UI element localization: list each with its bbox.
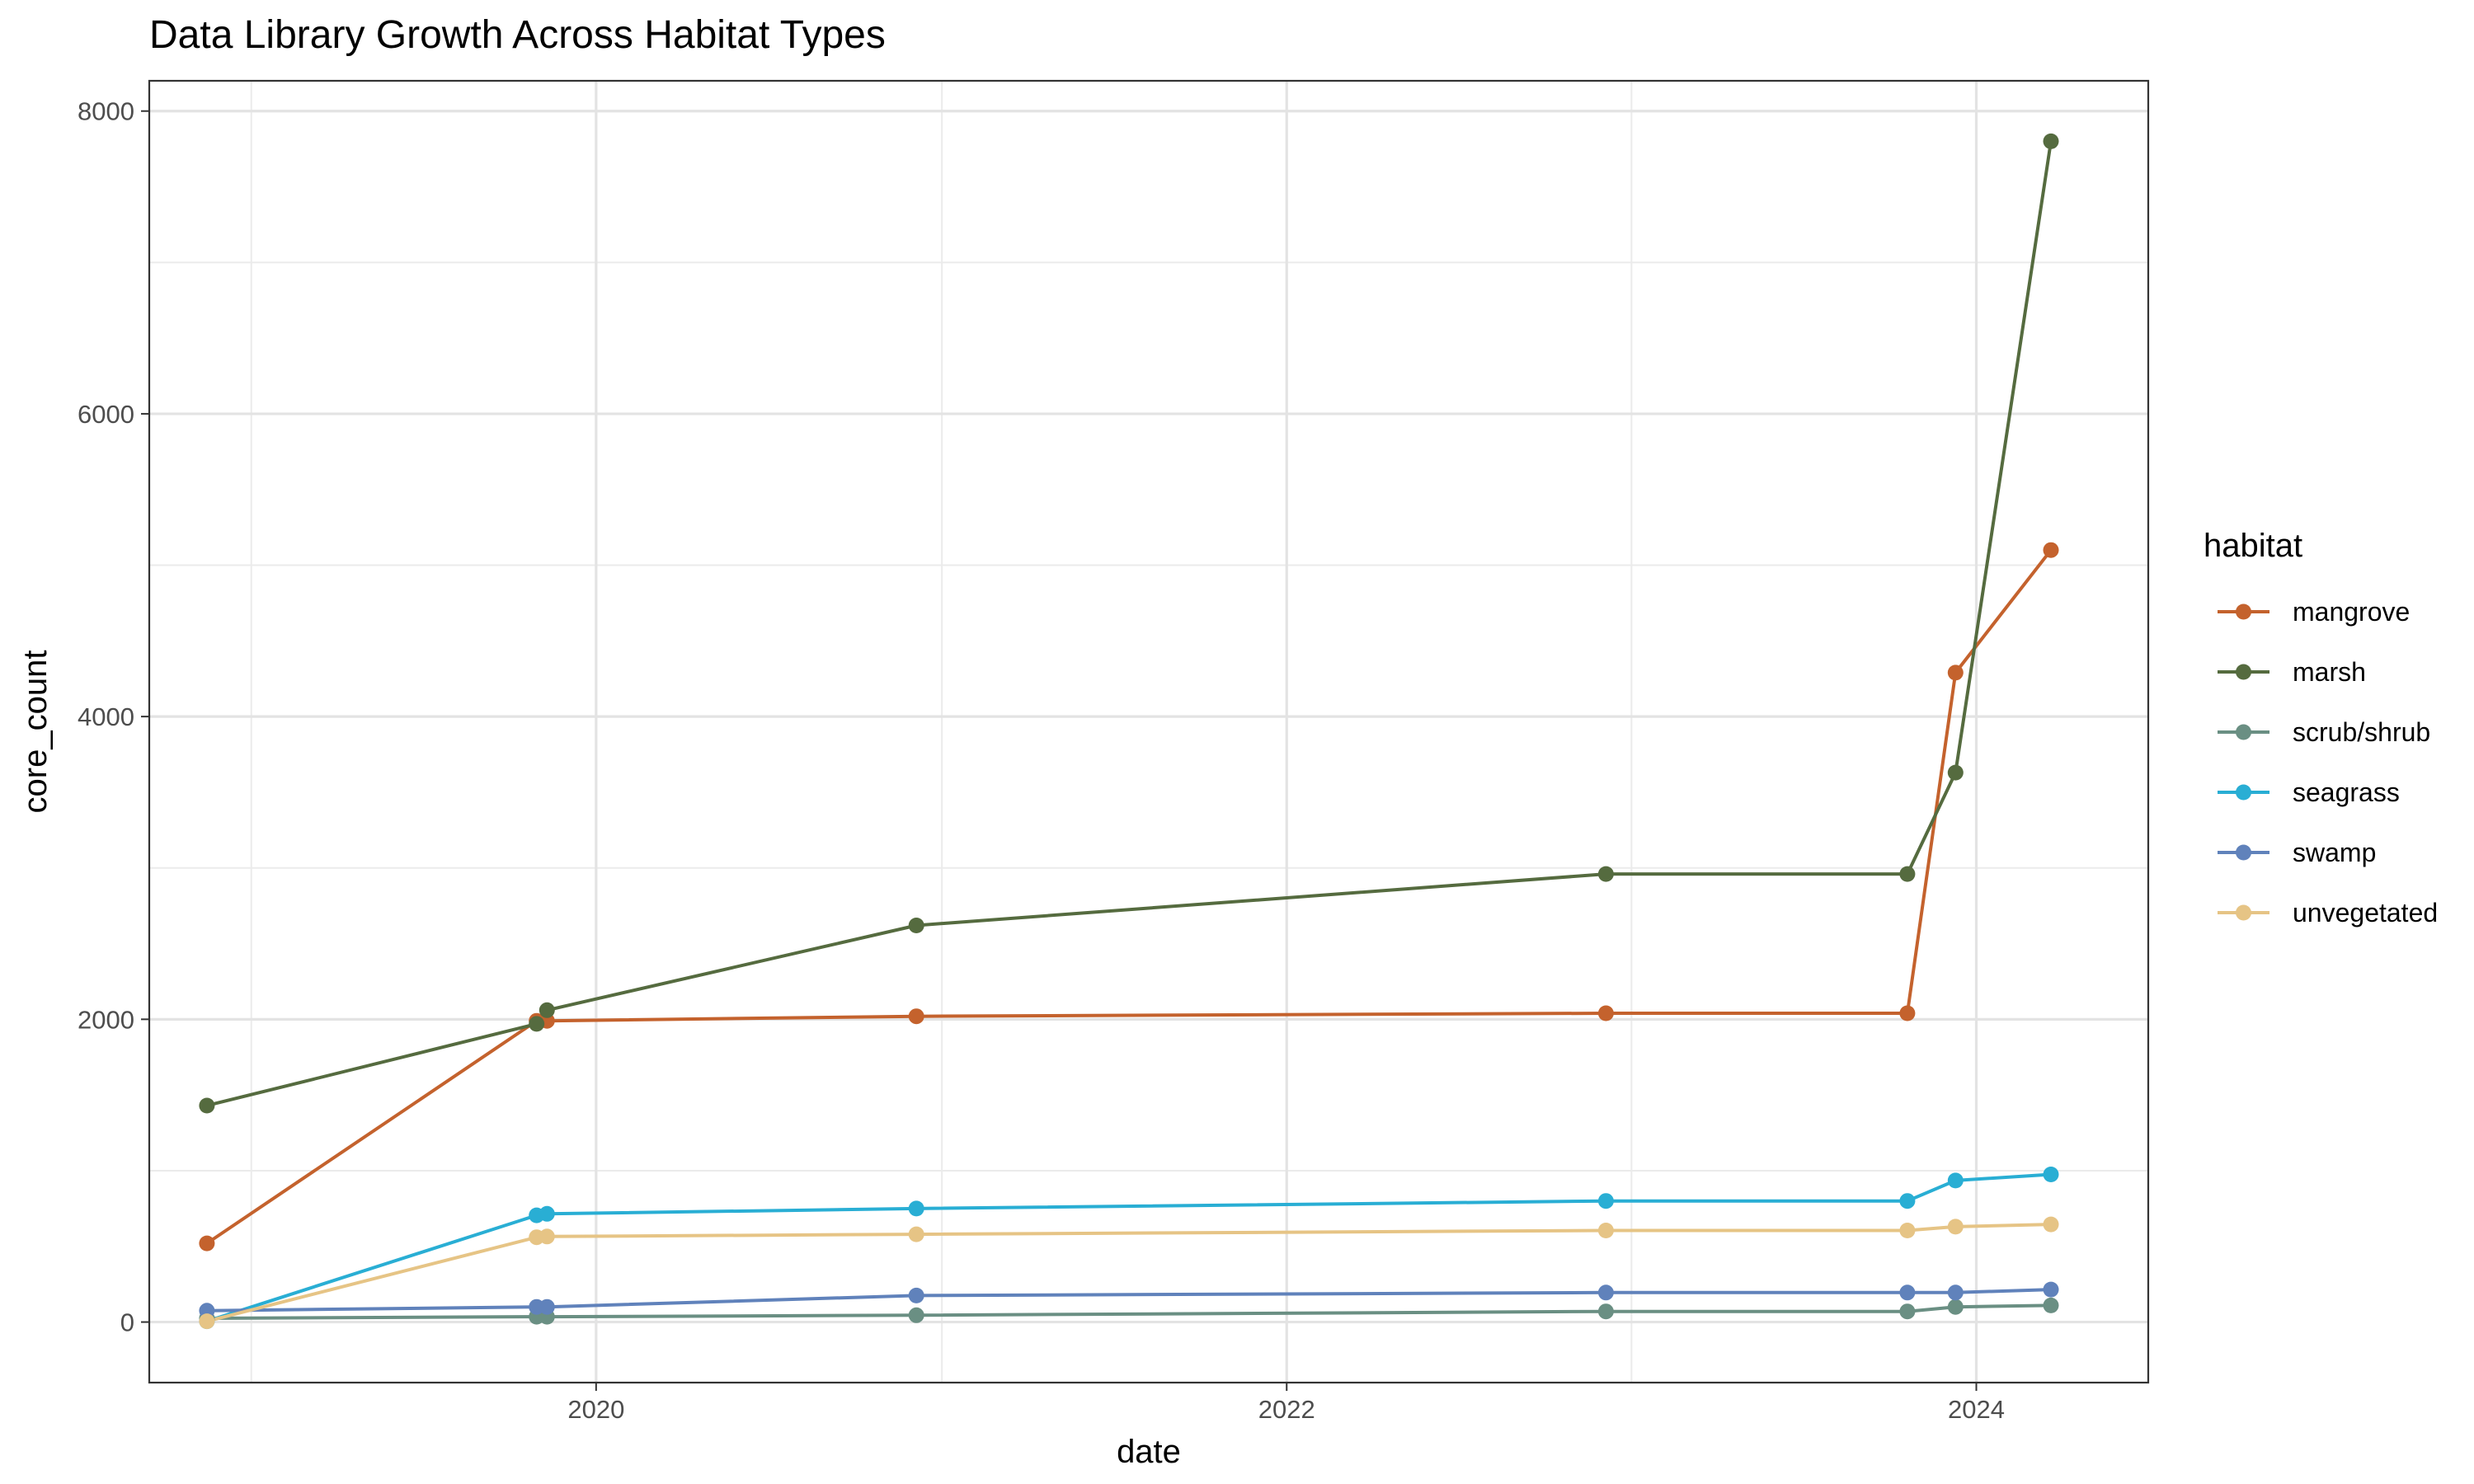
grid-major <box>149 81 2148 1383</box>
data-point-scrub-shrub <box>908 1307 924 1323</box>
data-point-seagrass <box>2043 1167 2059 1182</box>
data-point-unvegetated <box>1899 1223 1916 1238</box>
data-point-scrub-shrub <box>1899 1303 1916 1320</box>
y-tick-label: 0 <box>120 1308 134 1337</box>
data-point-swamp <box>908 1287 924 1303</box>
data-point-swamp <box>2043 1281 2059 1298</box>
x-axis: 2020 2022 2024 <box>567 1383 2005 1424</box>
data-point-mangrove <box>1947 665 1964 681</box>
panel-border <box>148 79 2150 1384</box>
data-point-scrub-shrub <box>1947 1298 1964 1315</box>
grid-minor <box>149 81 2148 1383</box>
y-tick-label: 6000 <box>78 400 134 429</box>
data-point-mangrove <box>1899 1005 1916 1021</box>
panel-background <box>149 81 2148 1383</box>
legend-label: marsh <box>2293 657 2366 687</box>
data-point-marsh <box>1899 866 1916 882</box>
legend-key-point <box>2236 904 2251 921</box>
data-point-unvegetated <box>908 1226 924 1242</box>
data-point-seagrass <box>539 1205 555 1222</box>
data-point-swamp <box>1899 1284 1916 1301</box>
data-point-scrub-shrub <box>2043 1297 2059 1313</box>
y-tick-label: 2000 <box>78 1005 134 1034</box>
y-axis-title: core_count <box>17 650 54 814</box>
chart-title: Data Library Growth Across Habitat Types <box>149 13 886 57</box>
legend-item-swamp: swamp <box>2218 838 2376 867</box>
data-point-mangrove <box>1597 1005 1614 1021</box>
series-points <box>199 133 2059 1330</box>
legend-label: scrub/shrub <box>2293 717 2430 747</box>
legend: habitat mangrove marsh scrub/shrub seagrass… <box>2204 528 2438 928</box>
x-tick-label: 2020 <box>567 1395 624 1424</box>
data-point-marsh <box>529 1016 545 1032</box>
data-point-scrub-shrub <box>1597 1303 1614 1320</box>
legend-item-seagrass: seagrass <box>2218 777 2400 807</box>
data-point-mangrove <box>908 1008 924 1025</box>
data-point-seagrass <box>1947 1172 1964 1189</box>
data-point-marsh <box>1947 764 1964 781</box>
legend-label: swamp <box>2293 838 2376 867</box>
data-point-seagrass <box>908 1200 924 1217</box>
x-tick-label: 2022 <box>1258 1395 1315 1424</box>
legend-key-point <box>2236 844 2251 861</box>
legend-key-point <box>2236 603 2251 620</box>
data-point-marsh <box>539 1002 555 1018</box>
y-tick-label: 4000 <box>78 702 134 731</box>
data-point-seagrass <box>1597 1193 1614 1209</box>
legend-item-scrub-shrub: scrub/shrub <box>2218 717 2430 747</box>
data-point-unvegetated <box>2043 1216 2059 1233</box>
data-point-mangrove <box>199 1235 215 1252</box>
data-point-swamp <box>1597 1284 1614 1301</box>
data-point-swamp <box>539 1298 555 1315</box>
data-point-mangrove <box>2043 542 2059 558</box>
data-point-marsh <box>2043 133 2059 149</box>
data-point-seagrass <box>1899 1193 1916 1209</box>
plot-panel <box>148 79 2150 1384</box>
data-point-marsh <box>908 918 924 933</box>
x-tick-label: 2024 <box>1948 1395 2005 1424</box>
legend-title: habitat <box>2204 528 2302 564</box>
legend-key-point <box>2236 664 2251 680</box>
legend-label: mangrove <box>2293 597 2410 627</box>
data-point-unvegetated <box>199 1313 215 1330</box>
data-point-marsh <box>1597 866 1614 882</box>
legend-key-point <box>2236 724 2251 740</box>
legend-label: seagrass <box>2293 777 2400 807</box>
legend-item-marsh: marsh <box>2218 657 2366 687</box>
y-axis: 0 2000 4000 6000 8000 <box>78 97 149 1337</box>
legend-key-point <box>2236 784 2251 801</box>
data-point-unvegetated <box>1947 1219 1964 1235</box>
legend-items: mangrove marsh scrub/shrub seagrass swamp unv… <box>2218 597 2438 928</box>
data-point-swamp <box>1947 1284 1964 1301</box>
y-tick-label: 8000 <box>78 97 134 126</box>
data-point-unvegetated <box>539 1228 555 1245</box>
legend-label: unvegetated <box>2293 898 2438 928</box>
legend-item-unvegetated: unvegetated <box>2218 898 2438 928</box>
legend-item-mangrove: mangrove <box>2218 597 2410 627</box>
x-axis-title: date <box>1117 1434 1181 1470</box>
data-point-unvegetated <box>1597 1223 1614 1238</box>
data-point-marsh <box>199 1097 215 1114</box>
